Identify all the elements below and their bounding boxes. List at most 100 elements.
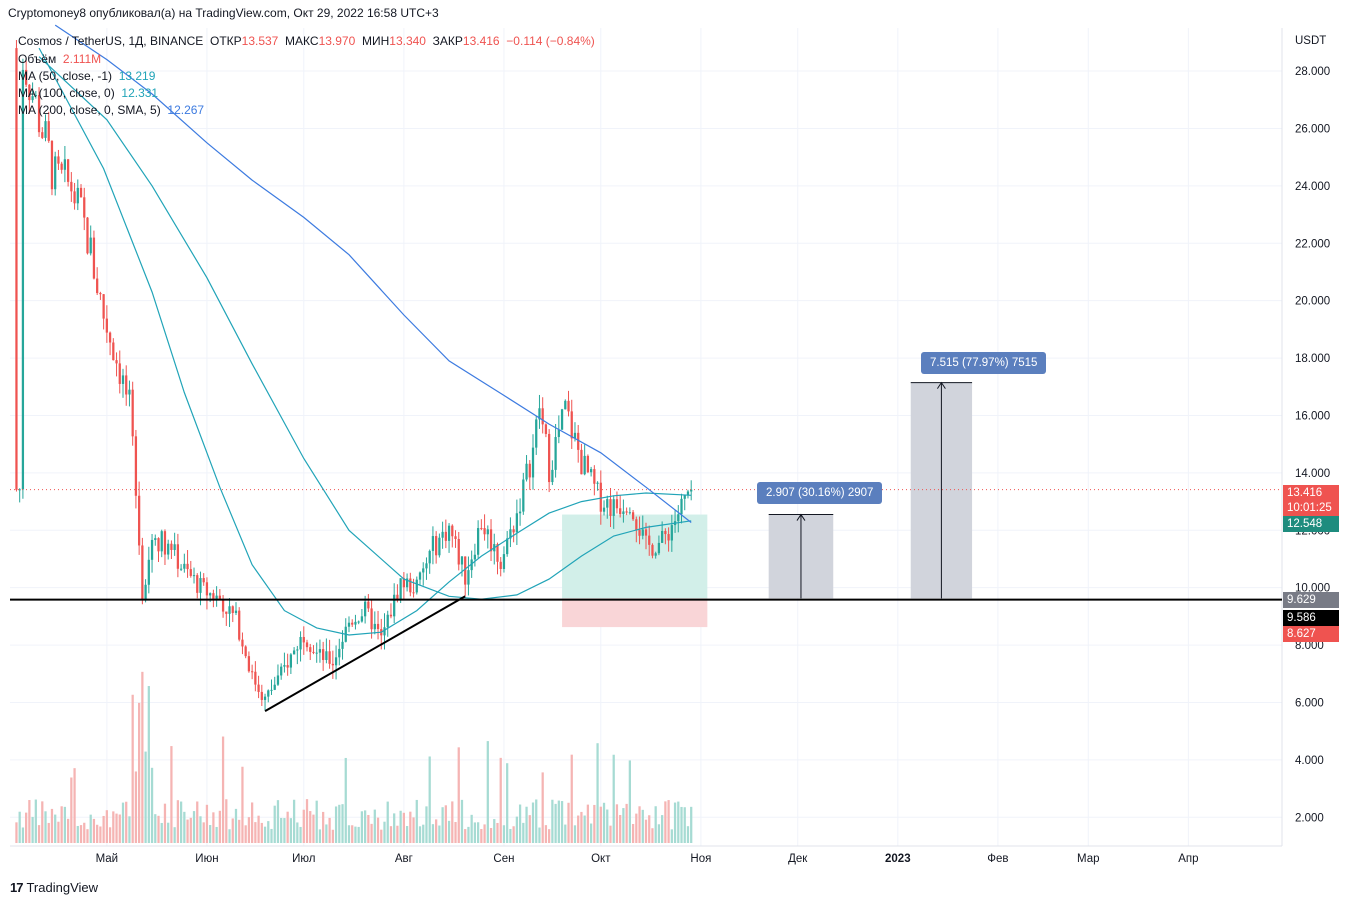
volume-bar [418,826,422,843]
candle [644,529,648,536]
volume-bar [683,807,686,843]
volume-bar [560,801,564,843]
volume-bar [54,814,57,843]
candle [467,570,470,585]
volume-bar [438,825,441,843]
volume-bar [557,800,560,843]
candle [470,559,473,571]
volume-bar [37,825,41,843]
candle [551,469,554,483]
volume-bar [263,826,267,843]
volume-bars [15,671,693,843]
candle [589,469,593,473]
candle [580,449,583,475]
volume-bar [305,799,309,843]
candle [509,529,512,539]
volume-bar [238,819,241,843]
candle [299,636,302,650]
volume-bar [502,825,506,843]
volume-bar [499,757,502,843]
candle [128,389,131,395]
candle [73,191,76,204]
legend-volume: 2.111M [62,52,102,66]
candle [664,530,667,535]
volume-bar [86,829,89,843]
candle [528,463,531,478]
volume-bar [376,817,380,843]
rising-trendline [264,595,466,712]
volume-bar [247,817,251,843]
volume-bar [267,821,270,843]
candle [554,437,557,470]
candle [121,375,125,384]
candle [683,495,686,499]
volume-bar [628,760,631,843]
volume-bar [218,810,221,843]
candle [234,610,238,613]
volume-bar [602,802,606,843]
candle [86,217,89,254]
candle [131,389,134,437]
candle [102,294,105,319]
candle [570,411,573,439]
volume-bar [677,801,680,843]
volume-bar [596,743,599,843]
candle [315,652,318,654]
candle [531,447,535,478]
volume-bar [57,821,60,843]
loss-zone [562,598,708,628]
y-tick-label: 28.000 [1295,66,1330,78]
volume-bar [573,825,577,843]
candle [160,531,163,552]
volume-bar [657,824,661,843]
volume-bar [412,817,415,843]
volume-bar [99,826,102,843]
volume-bar [567,802,570,843]
volume-bar [680,806,683,843]
volume-bar [651,828,654,843]
projection-callout-2[interactable]: 7.515 (77.97%) 7515 [921,352,1047,374]
ma-line-1 [38,47,692,636]
candle [334,657,338,666]
volume-bar [612,754,615,843]
volume-bar [541,772,544,843]
legend-close: 13.416 [462,34,500,48]
candle [606,499,609,508]
volume-bar [144,751,147,843]
volume-bar [648,815,651,843]
volume-bar [83,822,86,843]
candle [260,691,263,700]
candle [167,543,170,555]
volume-bar [548,829,551,843]
candle [150,539,154,560]
candle [225,611,228,614]
volume-bar [661,815,664,843]
volume-bar [354,826,357,843]
candle [541,408,544,425]
candle [186,563,189,570]
legend-ma200-label: MA (200, close, 0, SMA, 5) [18,103,161,117]
volume-bar [405,826,409,843]
volume-bar [331,829,334,843]
volume-bar [163,803,167,843]
projection-callout-1[interactable]: 2.907 (30.16%) 2907 [757,482,883,504]
candle [305,642,309,648]
volume-bar [347,825,351,843]
volume-bar [476,822,480,843]
legend-open-label: ОТКР [209,34,242,48]
legend-high-label: МАКС [285,34,319,48]
candle [302,636,305,643]
legend-low: 13.340 [389,34,426,48]
x-tick-label: Фев [987,853,1008,865]
volume-bar [228,829,231,843]
candle [661,530,664,543]
volume-bar [138,702,141,843]
candle [202,578,205,583]
volume-bar [664,801,667,843]
candle [628,512,631,514]
y-tick-label: 18.000 [1295,353,1330,365]
candle [231,606,234,613]
candle [396,594,399,601]
volume-bar [179,801,183,843]
